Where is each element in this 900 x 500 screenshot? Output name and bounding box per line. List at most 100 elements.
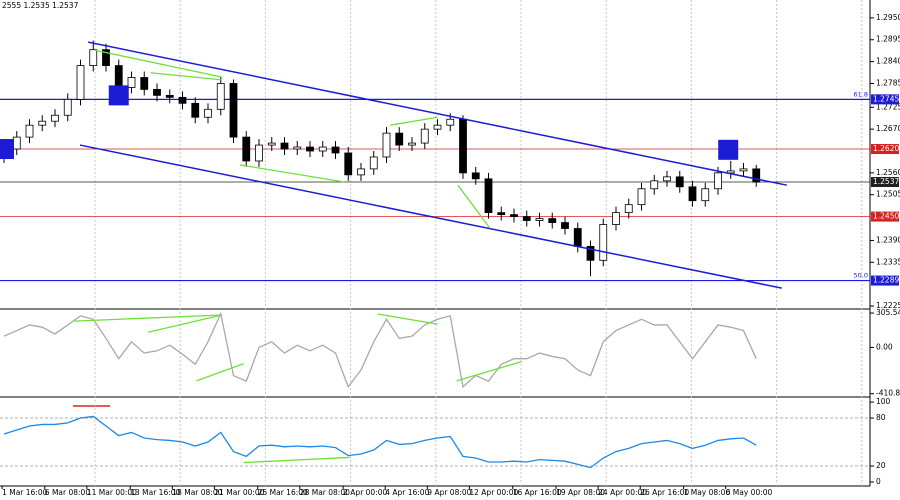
candle-body [357, 168, 365, 176]
candle-body [344, 152, 353, 176]
candle-body [267, 142, 276, 146]
y-tick-label: 1.2335 [876, 257, 900, 266]
candle-body [306, 146, 314, 152]
candle-body [484, 178, 493, 214]
candle-body [497, 212, 506, 216]
candle-body [127, 77, 136, 88]
x-tick-label: 28 Mar 08:00 [300, 488, 350, 497]
divergence-line [390, 116, 438, 126]
candle-body [76, 65, 85, 100]
candle-body [153, 89, 161, 96]
y-tick-label: 1.2225 [876, 301, 900, 310]
level-box [871, 94, 899, 105]
candle-body [510, 214, 518, 217]
candle-body [561, 222, 569, 229]
candle-body [548, 218, 557, 223]
x-tick-label: 18 Mar 08:00 [172, 488, 222, 497]
y-tick-label: 20 [876, 461, 886, 470]
level-label: 1.2289 [873, 276, 899, 285]
candle-body [459, 118, 467, 174]
x-tick-label: 13 Mar 16:00 [130, 488, 180, 497]
candle-body [586, 245, 595, 261]
x-tick-label: 12 Apr 00:00 [469, 488, 518, 497]
candle-body [102, 49, 110, 66]
divergence-line [150, 72, 223, 81]
level-box [871, 275, 899, 286]
divergence-line [196, 363, 244, 382]
x-tick-label: 1 Mar 16:00 [2, 488, 48, 497]
candle-body [650, 180, 659, 190]
y-tick-label: 1.2670 [876, 124, 900, 133]
candle-body [255, 144, 263, 162]
y-tick-label: 0 [876, 477, 881, 486]
candle-body [25, 124, 34, 138]
x-tick-label: 6 May 00:00 [726, 488, 773, 497]
level-label: 1.2745 [873, 94, 899, 103]
candle-body [701, 188, 710, 202]
candle-body [420, 128, 429, 144]
y-tick-label: 1.2895 [876, 35, 900, 44]
candle-body [663, 176, 671, 182]
x-tick-label: 11 Mar 00:00 [87, 488, 137, 497]
cci-line [3, 311, 757, 389]
channel-line [79, 144, 782, 289]
candle-body [140, 77, 149, 90]
signal-marker [718, 139, 739, 160]
candle-body [165, 94, 174, 98]
candle-body [688, 186, 697, 202]
candle-body [178, 96, 187, 104]
candle-body [318, 146, 327, 152]
candle-body [752, 168, 761, 183]
candle-body [612, 212, 620, 225]
divergence-line [74, 314, 223, 322]
candle-body [675, 176, 684, 188]
rsi-line [3, 415, 757, 469]
level-box [871, 211, 899, 222]
candle-body [293, 146, 302, 150]
x-tick-label: 9 Apr 08:00 [427, 488, 471, 497]
candle-body [331, 146, 340, 154]
x-tick-label: 4 Apr 16:00 [385, 488, 429, 497]
divergence-line [239, 164, 345, 183]
level-label: 1.2620 [873, 144, 899, 153]
candle-body [637, 188, 646, 206]
x-tick-label: 21 Mar 00:00 [214, 488, 264, 497]
y-tick-label: 305.5401 [876, 308, 900, 317]
x-tick-label: 16 Apr 16:00 [513, 488, 562, 497]
candle-body [89, 49, 98, 66]
y-tick-label: 0.00 [876, 342, 893, 351]
candle-body [599, 224, 608, 261]
candle-body [369, 156, 378, 170]
candle-body [573, 228, 582, 247]
fib-label: 61.8 [854, 90, 868, 98]
candle-body [446, 118, 455, 126]
candle-body [280, 142, 289, 150]
y-tick-label: -410.803 [876, 389, 900, 398]
x-tick-label: 1 May 08:00 [684, 488, 731, 497]
candle-body [38, 120, 47, 126]
divergence-line [243, 456, 350, 464]
signal-marker [0, 139, 14, 160]
candle-body [51, 114, 59, 122]
divergence-line [147, 314, 223, 333]
level-box [871, 144, 899, 155]
candle-body [242, 136, 251, 162]
candle-body [624, 204, 633, 214]
candle-body [535, 218, 544, 221]
divergence-line [456, 360, 522, 382]
candle-body [63, 98, 72, 116]
candle-body [12, 136, 21, 150]
candle-body [739, 168, 748, 172]
level-label: 1.2537 [873, 177, 899, 186]
y-tick-label: 100 [876, 397, 891, 406]
candle-body [395, 132, 404, 146]
candle-body [382, 132, 391, 158]
divergence-line [457, 184, 491, 229]
candle-body [229, 83, 238, 138]
symbol-header: 2555 1.2535 1.2537 [2, 1, 79, 10]
fib-label: 50.0 [854, 272, 868, 280]
candle-body [191, 102, 200, 118]
level-label: 1.2450 [873, 212, 899, 221]
